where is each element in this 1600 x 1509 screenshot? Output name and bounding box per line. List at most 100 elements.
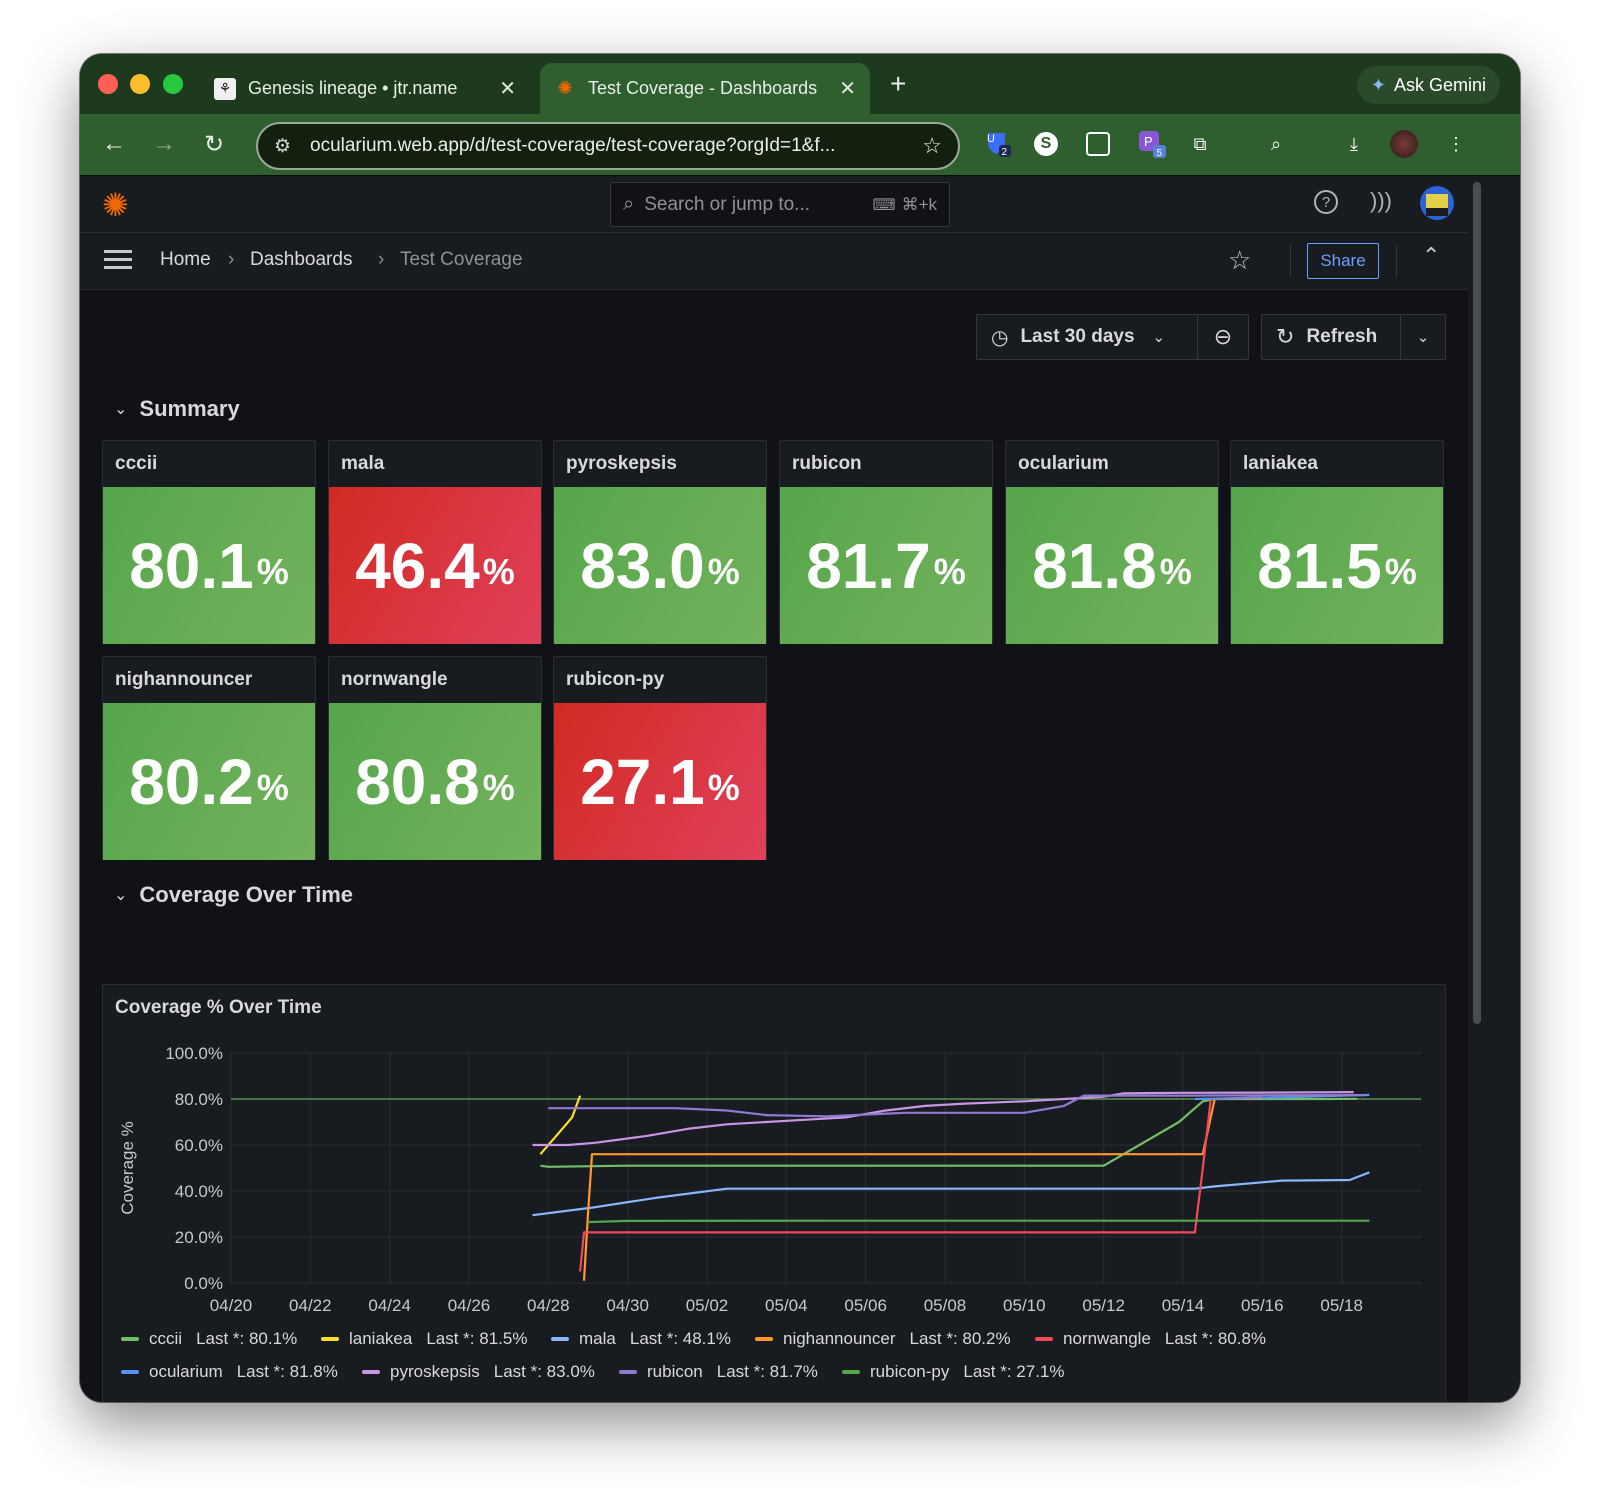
- refresh-interval-dropdown[interactable]: ⌄: [1400, 314, 1446, 360]
- legend-item-ocularium[interactable]: ocularium Last *: 81.8%: [121, 1362, 338, 1382]
- refresh-button[interactable]: ↻ Refresh: [1261, 314, 1401, 360]
- zoom-out-icon: ⊖: [1213, 324, 1233, 349]
- zoom-out-button[interactable]: ⊖: [1197, 314, 1249, 360]
- coverage-chart-panel[interactable]: Coverage % Over Time 0.0% 20.0% 40.0% 60.0%…: [102, 984, 1446, 1402]
- favorite-star-icon[interactable]: ☆: [1228, 245, 1252, 275]
- news-feed-icon[interactable]: ))): [1370, 188, 1392, 213]
- svg-text:2: 2: [1002, 147, 1008, 158]
- tile-title: cccii: [115, 453, 158, 474]
- legend-item-mala[interactable]: mala Last *: 48.1%: [551, 1329, 731, 1349]
- y-tick-label: 0.0%: [184, 1274, 223, 1293]
- legend-series-name: pyroskepsis: [390, 1362, 480, 1381]
- tile-value: 80.8: [355, 745, 480, 818]
- grafana-logo-icon[interactable]: ✺: [102, 187, 129, 223]
- tile-title: mala: [341, 453, 385, 474]
- x-tick-label: 04/22: [289, 1296, 332, 1315]
- share-button[interactable]: Share: [1307, 243, 1379, 279]
- search-bar[interactable]: ⌕ Search or jump to... ⌨ ⌘+k: [610, 182, 950, 227]
- legend-item-rubicon-py[interactable]: rubicon-py Last *: 27.1%: [842, 1362, 1065, 1382]
- chevron-down-icon: ⌄: [114, 887, 128, 904]
- time-range-picker[interactable]: ◷ Last 30 days ⌄: [976, 314, 1198, 360]
- coverage-row-header[interactable]: ⌄ Coverage Over Time: [114, 882, 353, 908]
- stat-tile[interactable]: nighannouncer 80.2%: [102, 656, 316, 860]
- stat-tile[interactable]: pyroskepsis 83.0%: [553, 440, 767, 644]
- extension-photo-icon[interactable]: [1082, 128, 1114, 160]
- tab-test-coverage[interactable]: ✺ Test Coverage - Dashboards ✕: [540, 63, 870, 114]
- stat-tile[interactable]: mala 46.4%: [328, 440, 542, 644]
- gemini-sparkle-icon: ✦: [1370, 74, 1386, 95]
- stat-tile[interactable]: cccii 80.1%: [102, 440, 316, 644]
- tab-search-icon[interactable]: ⌕: [1270, 133, 1282, 154]
- profile-avatar[interactable]: [1388, 128, 1420, 160]
- bookmark-star-icon[interactable]: ☆: [922, 133, 942, 158]
- legend-item-laniakea[interactable]: laniakea Last *: 81.5%: [321, 1329, 527, 1349]
- breadcrumb-current: Test Coverage: [400, 249, 523, 270]
- tile-value-box: 81.8%: [1006, 487, 1218, 644]
- close-tab-icon[interactable]: ✕: [839, 78, 856, 100]
- legend-item-pyroskepsis[interactable]: pyroskepsis Last *: 83.0%: [362, 1362, 595, 1382]
- tile-value-box: 80.2%: [103, 703, 315, 860]
- tile-unit: %: [933, 550, 966, 592]
- series-line-rubicon-py: [587, 1219, 1370, 1224]
- back-icon[interactable]: ←: [102, 130, 126, 157]
- legend-item-nornwangle[interactable]: nornwangle Last *: 80.8%: [1035, 1329, 1266, 1349]
- divider: [1290, 245, 1291, 277]
- address-bar[interactable]: ⚙ ocularium.web.app/d/test-coverage/test…: [256, 122, 960, 170]
- stat-tile[interactable]: rubicon-py 27.1%: [553, 656, 767, 860]
- close-window-button[interactable]: [98, 74, 118, 94]
- forward-icon[interactable]: →: [152, 130, 176, 157]
- x-tick-label: 04/20: [210, 1296, 253, 1315]
- search-placeholder: Search or jump to...: [644, 193, 810, 215]
- tile-title: nighannouncer: [115, 669, 253, 690]
- stat-tile[interactable]: rubicon 81.7%: [779, 440, 993, 644]
- browser-menu-icon[interactable]: ⋮: [1447, 133, 1465, 154]
- url-text[interactable]: ocularium.web.app/d/test-coverage/test-c…: [310, 135, 836, 156]
- extensions-puzzle-icon[interactable]: ⧉: [1193, 133, 1207, 154]
- legend-item-nighannouncer[interactable]: nighannouncer Last *: 80.2%: [755, 1329, 1011, 1349]
- search-icon: ⌕: [623, 193, 635, 215]
- legend-series-name: rubicon: [647, 1362, 703, 1381]
- tile-unit: %: [1384, 550, 1417, 592]
- breadcrumb-home[interactable]: Home: [160, 249, 211, 270]
- summary-row-header[interactable]: ⌄ Summary: [114, 396, 240, 422]
- y-axis-label: Coverage %: [118, 1121, 137, 1215]
- stat-tile[interactable]: ocularium 81.8%: [1005, 440, 1219, 644]
- page-scrollbar-thumb[interactable]: [1473, 182, 1481, 1024]
- x-tick-label: 05/16: [1241, 1296, 1284, 1315]
- ask-gemini-button[interactable]: ✦ Ask Gemini: [1356, 66, 1500, 104]
- coverage-line-chart[interactable]: 0.0% 20.0% 40.0% 60.0% 80.0% 100.0% 04/20 04/22…: [103, 1035, 1445, 1375]
- x-tick-label: 05/12: [1082, 1296, 1125, 1315]
- legend-item-rubicon[interactable]: rubicon Last *: 81.7%: [619, 1362, 818, 1382]
- extension-s-icon[interactable]: S: [1030, 128, 1062, 160]
- tile-value-box: 80.1%: [103, 487, 315, 644]
- reload-icon[interactable]: ↻: [204, 131, 225, 158]
- legend-swatch: [551, 1337, 569, 1341]
- tile-value: 83.0: [580, 529, 705, 602]
- user-avatar[interactable]: [1420, 186, 1454, 220]
- stat-tile[interactable]: laniakea 81.5%: [1230, 440, 1444, 644]
- tab-strip: ⚘ Genesis lineage • jtr.name ✕ ✺ Test Co…: [80, 54, 1520, 114]
- refresh-label: Refresh: [1306, 326, 1378, 347]
- tile-unit: %: [482, 766, 515, 808]
- collapse-chevron-up-icon[interactable]: ⌃: [1422, 243, 1441, 268]
- legend-item-cccii[interactable]: cccii Last *: 80.1%: [121, 1329, 297, 1349]
- tab-genesis-lineage[interactable]: ⚘ Genesis lineage • jtr.name ✕: [200, 63, 530, 114]
- shield-badge-icon: U2: [987, 133, 1011, 158]
- close-tab-icon[interactable]: ✕: [499, 78, 516, 100]
- site-settings-icon[interactable]: ⚙: [274, 135, 292, 157]
- chart-title: Coverage % Over Time: [115, 997, 322, 1018]
- stat-tile[interactable]: nornwangle 80.8%: [328, 656, 542, 860]
- minimize-window-button[interactable]: [130, 74, 150, 94]
- download-icon[interactable]: ⤓: [1350, 133, 1358, 154]
- legend-last-value: Last *: 27.1%: [963, 1362, 1065, 1381]
- menu-toggle-icon[interactable]: [104, 249, 134, 271]
- time-range-label: Last 30 days: [1020, 326, 1135, 347]
- help-icon[interactable]: ?: [1314, 190, 1338, 214]
- tile-title: pyroskepsis: [566, 453, 677, 474]
- new-tab-button[interactable]: +: [890, 68, 907, 99]
- zoom-window-button[interactable]: [163, 74, 183, 94]
- series-line-nighannouncer: [582, 1097, 1263, 1281]
- breadcrumb-dashboards[interactable]: Dashboards: [250, 249, 353, 270]
